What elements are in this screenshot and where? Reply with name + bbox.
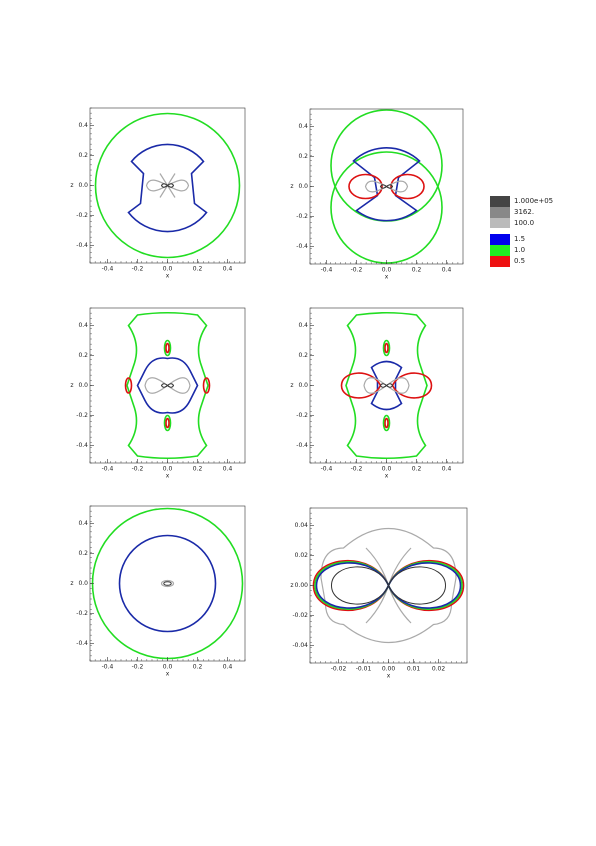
y-tick-label: 0.04: [295, 522, 309, 529]
y-axis-label: z: [70, 182, 73, 189]
x-axis-label: x: [166, 273, 170, 280]
y-tick-label: -0.04: [292, 642, 308, 649]
x-tick-label: 0.0: [382, 466, 392, 473]
y-tick-label: 0.4: [298, 123, 308, 130]
y-tick-label: -0.2: [296, 213, 308, 220]
y-tick-label: 0.2: [78, 352, 88, 359]
y-tick-label: 0.2: [298, 352, 308, 359]
x-tick-label: 0.2: [412, 466, 422, 473]
contours-1: [96, 114, 240, 258]
x-tick-label: 0.0: [163, 664, 173, 671]
contours-4: [342, 313, 432, 459]
y-tick-label: -0.4: [76, 640, 88, 647]
y-tick-label: -0.2: [76, 610, 88, 617]
x-tick-label: -0.4: [102, 266, 114, 273]
y-tick-label: 0.2: [298, 153, 308, 160]
x-tick-label: 0.0: [382, 267, 392, 274]
x-tick-label: 0.2: [412, 267, 422, 274]
contours-6: [314, 529, 464, 643]
x-tick-label: 0.2: [193, 266, 203, 273]
y-tick-label: 0.4: [78, 520, 88, 527]
x-axis-label: x: [385, 473, 389, 480]
y-axis-label: z: [70, 382, 73, 389]
legend-label: 3162.: [514, 208, 534, 216]
y-tick-label: 0.2: [78, 152, 88, 159]
y-tick-label: 0.0: [78, 182, 88, 189]
y-axis-label: z: [70, 580, 73, 587]
x-tick-label: 0.2: [193, 466, 203, 473]
x-tick-label: 0.02: [432, 666, 446, 673]
x-tick-label: -0.4: [321, 466, 333, 473]
x-tick-label: -0.2: [132, 664, 144, 671]
y-tick-label: -0.4: [76, 442, 88, 449]
x-tick-label: -0.2: [132, 466, 144, 473]
x-tick-label: 0.0: [163, 266, 173, 273]
y-tick-label: 0.0: [78, 382, 88, 389]
x-tick-label: 0.4: [223, 466, 233, 473]
legend-label: 1.5: [514, 235, 525, 243]
y-tick-label: 0.0: [298, 183, 308, 190]
x-tick-label: 0.4: [223, 664, 233, 671]
y-axis-label: z: [290, 183, 293, 190]
x-tick-label: -0.4: [321, 267, 333, 274]
legend-label: 0.5: [514, 257, 525, 265]
y-tick-label: -0.2: [296, 412, 308, 419]
legend-swatch: [490, 234, 510, 245]
legend-swatch: [490, 245, 510, 256]
x-tick-label: -0.2: [351, 466, 363, 473]
x-tick-label: 0.01: [407, 666, 421, 673]
legend-swatch: [490, 218, 510, 228]
y-tick-label: -0.4: [296, 442, 308, 449]
x-tick-label: -0.2: [351, 267, 363, 274]
y-tick-label: 0.0: [78, 580, 88, 587]
contours-2: [331, 110, 442, 263]
y-tick-label: -0.02: [292, 612, 308, 619]
x-tick-label: 0.2: [193, 664, 203, 671]
x-axis-label: x: [166, 473, 170, 480]
x-tick-label: 0.4: [442, 267, 452, 274]
x-tick-label: -0.4: [102, 466, 114, 473]
y-tick-label: 0.00: [295, 582, 309, 589]
x-axis-label: x: [385, 274, 389, 281]
x-tick-label: 0.4: [442, 466, 452, 473]
y-tick-label: -0.4: [296, 243, 308, 250]
y-tick-label: -0.4: [76, 242, 88, 249]
legend-label: 1.000e+05: [514, 197, 553, 205]
x-tick-label: 0.4: [223, 266, 233, 273]
legend-swatch: [490, 256, 510, 267]
y-tick-label: 0.02: [295, 552, 309, 559]
y-tick-label: 0.4: [298, 322, 308, 329]
y-tick-label: -0.2: [76, 412, 88, 419]
x-tick-label: -0.4: [102, 664, 114, 671]
contours-3: [126, 313, 210, 459]
y-axis-label: z: [290, 382, 293, 389]
y-tick-label: 0.0: [298, 382, 308, 389]
x-tick-label: -0.01: [356, 666, 372, 673]
legend-label: 1.0: [514, 246, 525, 254]
y-tick-label: 0.4: [78, 322, 88, 329]
x-axis-label: x: [387, 673, 391, 680]
x-tick-label: 0.00: [382, 666, 396, 673]
legend-swatch: [490, 207, 510, 218]
legend-swatch: [490, 196, 510, 207]
y-tick-label: 0.2: [78, 550, 88, 557]
legend-label: 100.0: [514, 219, 534, 227]
y-tick-label: 0.4: [78, 122, 88, 129]
y-axis-label: z: [290, 582, 293, 589]
x-tick-label: -0.2: [132, 266, 144, 273]
x-tick-label: -0.02: [331, 666, 347, 673]
x-tick-label: 0.0: [163, 466, 173, 473]
x-axis-label: x: [166, 671, 170, 678]
y-tick-label: -0.2: [76, 212, 88, 219]
